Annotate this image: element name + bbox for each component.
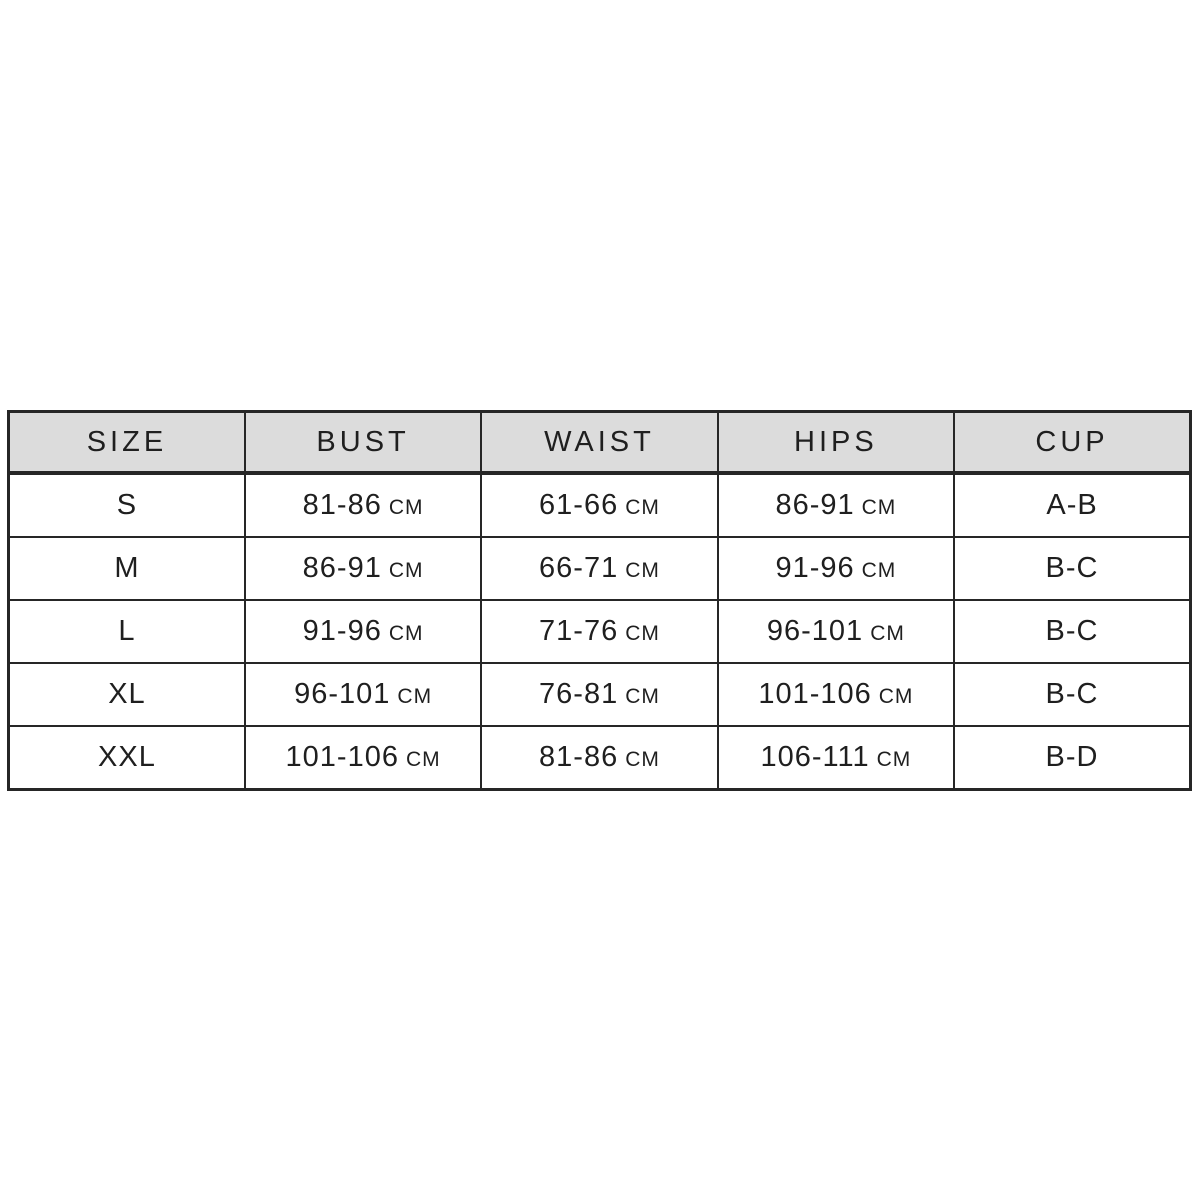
measurement-range: 101-106 [758,678,872,710]
cell-cup: A-B [953,472,1192,538]
header-row: SIZE BUST WAIST HIPS CUP [7,410,1192,475]
cell-cup: B-C [953,662,1192,727]
cell-size: XXL [7,725,246,791]
measurement-range: 86-91 [302,552,382,584]
cell-hips: 86-91 CM [716,472,956,538]
cell-size: XL [7,662,246,727]
size-chart-header: SIZE BUST WAIST HIPS CUP [7,410,1192,475]
cell-size: S [7,472,246,538]
measurement-range: 81-86 [539,741,619,773]
measurement-range: 66-71 [539,552,619,584]
header-cell-size: SIZE [7,410,246,475]
table-row: M 86-91 CM 66-71 CM 91-96 CM B-C [7,536,1192,601]
measurement-range: 91-96 [302,615,382,647]
cell-waist: 71-76 CM [480,599,719,664]
cell-hips: 106-111 CM [716,725,956,791]
measurement-unit: CM [625,685,660,708]
measurement-unit: CM [861,496,897,519]
size-chart-table: SIZE BUST WAIST HIPS CUP S 81-86 CM 61-66… [7,410,1192,791]
cell-cup: B-C [953,599,1192,664]
measurement-range: 101-106 [285,741,399,773]
measurement-unit: CM [876,748,912,771]
cell-waist: 81-86 CM [480,725,719,791]
measurement-range: 81-86 [302,489,382,521]
measurement-unit: CM [388,496,424,519]
cell-hips: 96-101 CM [716,599,956,664]
header-cell-cup: CUP [953,410,1192,475]
cell-waist: 66-71 CM [480,536,719,601]
cell-hips: 101-106 CM [716,662,956,727]
table-row: L 91-96 CM 71-76 CM 96-101 CM B-C [7,599,1192,664]
header-cell-bust: BUST [243,410,483,475]
measurement-unit: CM [625,496,660,519]
measurement-unit: CM [861,559,897,582]
header-cell-waist: WAIST [480,410,719,475]
table-row: XL 96-101 CM 76-81 CM 101-106 CM B-C [7,662,1192,727]
measurement-range: 106-111 [760,741,870,773]
measurement-range: 71-76 [539,615,619,647]
cell-cup: B-C [953,536,1192,601]
size-chart-body: S 81-86 CM 61-66 CM 86-91 CM A-B M 86-91 CM … [7,472,1192,791]
cell-size: M [7,536,246,601]
measurement-unit: CM [878,685,914,708]
measurement-unit: CM [388,622,424,645]
cell-hips: 91-96 CM [716,536,956,601]
measurement-range: 86-91 [775,489,855,521]
measurement-range: 96-101 [766,615,864,647]
cell-bust: 91-96 CM [243,599,483,664]
cell-waist: 61-66 CM [480,472,719,538]
measurement-unit: CM [870,622,905,645]
table-row: XXL 101-106 CM 81-86 CM 106-111 CM B-D [7,725,1192,791]
measurement-unit: CM [388,559,424,582]
measurement-unit: CM [625,559,660,582]
measurement-unit: CM [625,622,660,645]
measurement-range: 96-101 [294,678,391,710]
cell-cup: B-D [953,725,1192,791]
cell-size: L [7,599,246,664]
cell-waist: 76-81 CM [480,662,719,727]
header-cell-hips: HIPS [716,410,956,475]
cell-bust: 96-101 CM [243,662,483,727]
cell-bust: 86-91 CM [243,536,483,601]
measurement-range: 61-66 [539,489,619,521]
measurement-unit: CM [405,748,441,771]
cell-bust: 81-86 CM [243,472,483,538]
table-row: S 81-86 CM 61-66 CM 86-91 CM A-B [7,472,1192,538]
measurement-unit: CM [397,685,433,708]
measurement-range: 91-96 [775,552,855,584]
measurement-range: 76-81 [539,678,619,710]
cell-bust: 101-106 CM [243,725,483,791]
measurement-unit: CM [625,748,660,771]
